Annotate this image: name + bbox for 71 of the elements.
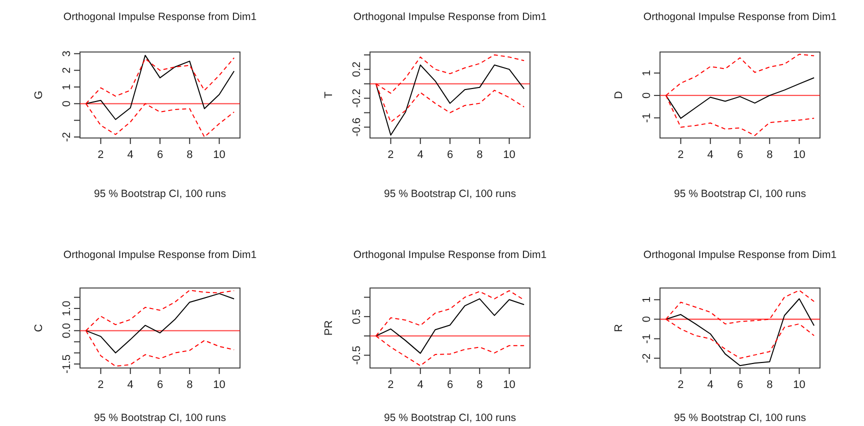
y-tick-label: -0.2: [351, 88, 363, 108]
x-tick-label: 8: [186, 149, 193, 161]
y-tick-label: 3: [61, 50, 73, 57]
x-tick-label: 10: [793, 379, 806, 391]
y-tick-label: 1: [641, 70, 653, 76]
y-tick-label: 0.2: [351, 62, 363, 77]
y-tick-label: 0: [641, 316, 653, 322]
chart-title: Orthogonal Impulse Response from Dim1: [353, 11, 547, 23]
y-tick-label: -0.5: [351, 346, 363, 365]
text: 95 % Bootstrap CI, 100 runs: [674, 412, 806, 424]
chart-title: Orthogonal Impulse Response from Dim1: [63, 11, 257, 23]
x-tick-label: 8: [186, 379, 193, 391]
x-tick-label: 2: [678, 149, 684, 161]
x-tick-label: 8: [476, 149, 483, 161]
x-tick-label: 2: [98, 379, 104, 391]
x-tick-label: 4: [707, 379, 714, 391]
line-series: [665, 77, 815, 119]
x-tick-label: 4: [127, 379, 134, 391]
y-tick-label: -0.6: [351, 118, 363, 137]
text: 95 % Bootstrap CI, 100 runs: [94, 412, 226, 424]
y-tick-label: -1: [641, 334, 653, 344]
y-axis-title: G: [33, 90, 45, 100]
y-axis-title: PR: [323, 320, 335, 336]
x-tick-label: 6: [156, 379, 164, 391]
chart-title: Orthogonal Impulse Response from Dim1: [353, 249, 547, 261]
x-tick-label: 10: [793, 149, 806, 161]
x-tick-label: 4: [707, 149, 714, 161]
y-axis-title: T: [323, 91, 335, 98]
x-tick-label: 8: [766, 149, 773, 161]
y-tick-label: 1.0: [61, 300, 73, 316]
x-tick-label: 4: [417, 149, 424, 161]
y-tick-label: -2: [61, 132, 73, 142]
chart-title: Orthogonal Impulse Response from Dim1: [63, 249, 257, 261]
x-tick-label: 10: [213, 149, 226, 161]
x-tick-label: 6: [736, 149, 744, 161]
text: 95 % Bootstrap CI, 100 runs: [384, 412, 516, 424]
x-tick-label: 6: [446, 149, 454, 161]
x-tick-label: 2: [98, 149, 104, 161]
x-tick-label: 2: [388, 149, 394, 161]
text: 95 % Bootstrap CI, 100 runs: [384, 188, 516, 200]
y-tick-label: 1: [641, 296, 653, 303]
x-tick-label: 2: [388, 379, 394, 391]
x-tick-label: 4: [417, 379, 424, 391]
line-series: [375, 298, 525, 354]
chart-title: Orthogonal Impulse Response from Dim1: [643, 249, 837, 261]
text: 95 % Bootstrap CI, 100 runs: [94, 188, 226, 200]
y-tick-label: 0: [641, 92, 653, 99]
x-tick-label: 8: [766, 379, 773, 391]
chart-title: Orthogonal Impulse Response from Dim1: [643, 11, 837, 23]
y-tick-label: 0.0: [61, 323, 73, 338]
y-tick-label: -1.5: [61, 354, 73, 374]
x-tick-label: 6: [156, 149, 164, 161]
x-tick-label: 4: [127, 149, 134, 161]
y-axis-title: R: [613, 324, 625, 332]
line-series: [85, 293, 235, 354]
x-tick-label: 8: [476, 379, 483, 391]
x-tick-label: 10: [503, 379, 516, 391]
y-tick-label: 0.5: [351, 308, 363, 324]
y-tick-label: 1: [61, 84, 73, 90]
y-tick-label: 0: [61, 100, 73, 107]
y-tick-label: -2: [641, 353, 653, 364]
y-tick-label: 2: [61, 67, 73, 74]
x-tick-label: 10: [213, 379, 226, 391]
y-axis-title: D: [613, 90, 625, 99]
x-tick-label: 6: [446, 379, 454, 391]
x-tick-label: 10: [503, 149, 516, 161]
y-tick-label: -1: [641, 112, 653, 123]
x-tick-label: 6: [736, 379, 744, 391]
text: 95 % Bootstrap CI, 100 runs: [674, 188, 806, 200]
x-tick-label: 2: [678, 379, 684, 391]
y-axis-title: C: [33, 324, 45, 332]
